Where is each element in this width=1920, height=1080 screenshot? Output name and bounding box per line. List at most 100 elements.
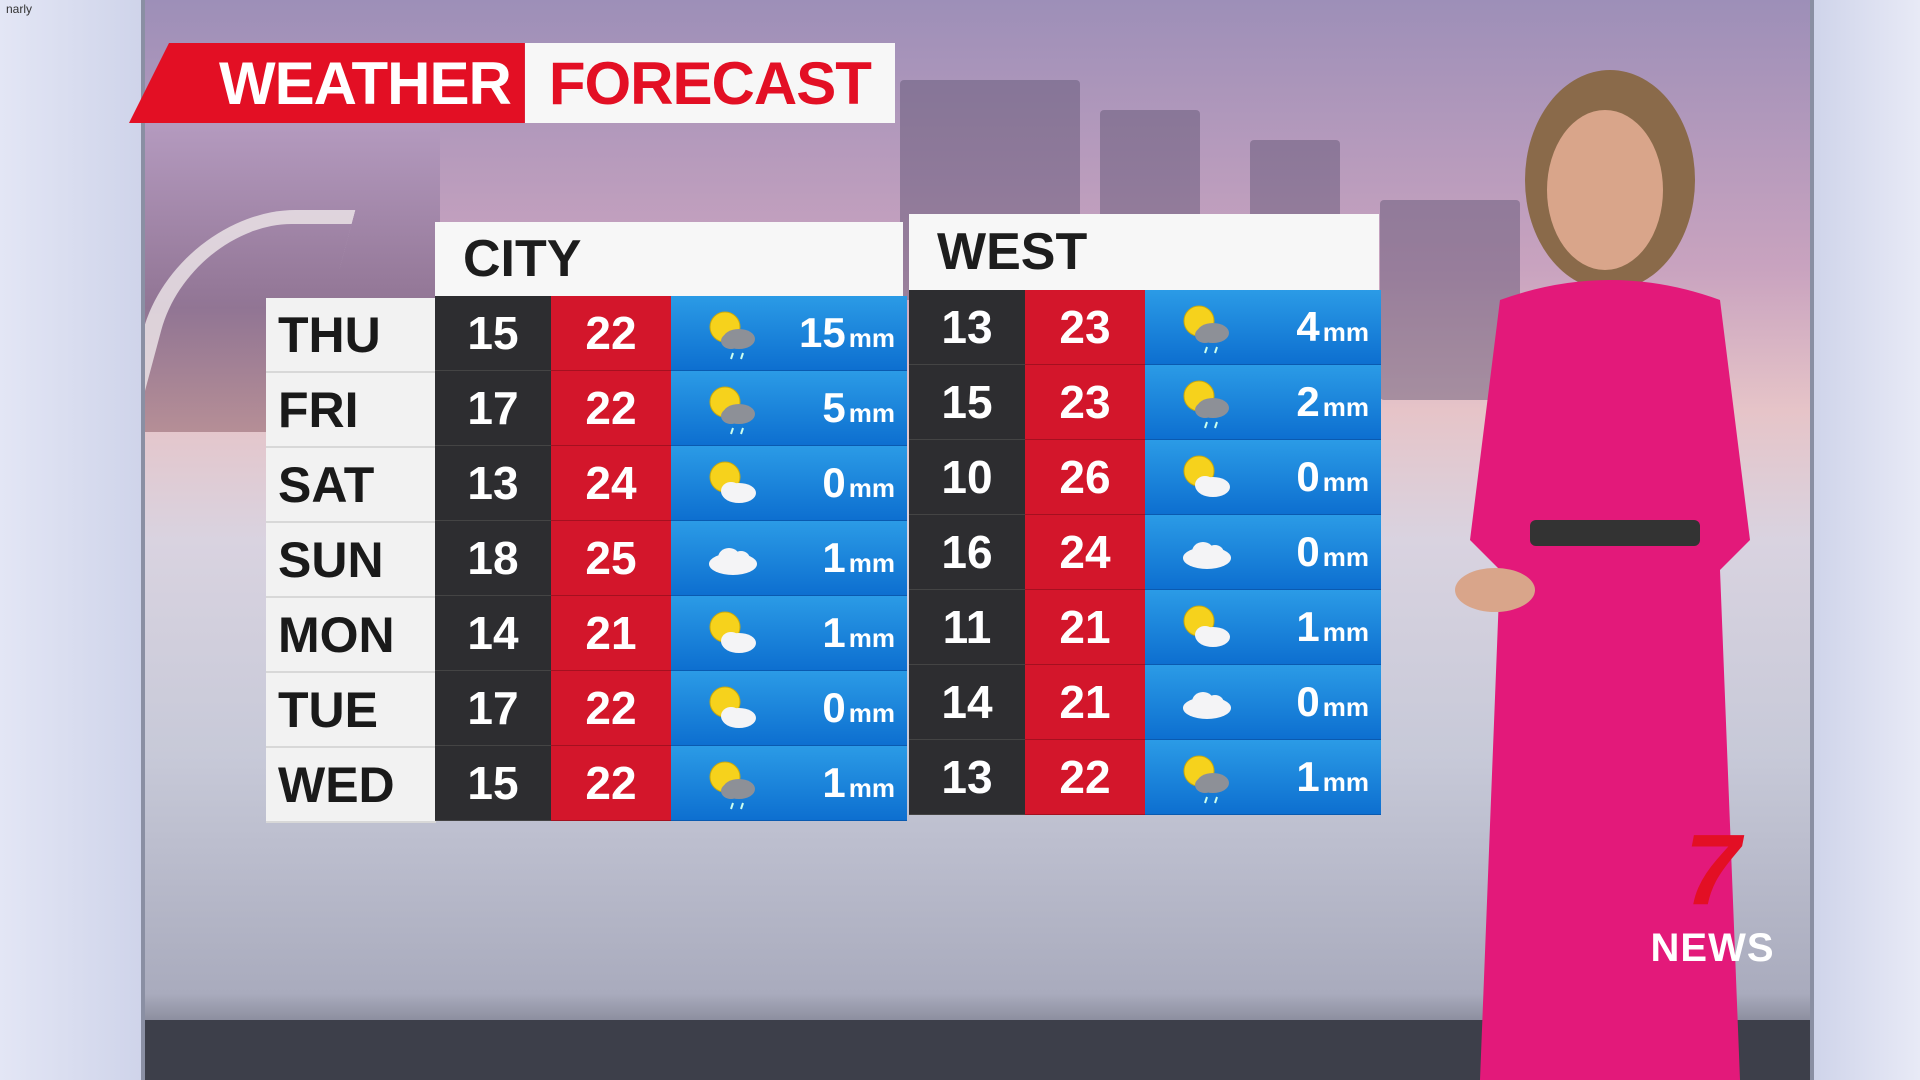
forecast-row: 14 21 1 mm — [435, 596, 907, 671]
forecast-row: 17 22 5 mm — [435, 371, 907, 446]
forecast-row: 16 24 0 mm — [909, 515, 1381, 590]
forecast-row: 11 21 1 mm — [909, 590, 1381, 665]
day-column: THU FRI SAT SUN MON TUE WED — [266, 298, 436, 823]
max-temp: 21 — [551, 596, 671, 671]
forecast-row: 15 23 2 mm — [909, 365, 1381, 440]
7news-logo: 7 NEWS — [1630, 820, 1795, 990]
logo-7: 7 — [1684, 814, 1741, 926]
rain-cell: 5 mm — [671, 371, 907, 446]
min-temp: 11 — [909, 590, 1025, 665]
day-label-wed: WED — [266, 748, 436, 823]
rainfall-value: 1 — [822, 534, 846, 581]
rainfall-value: 1 — [1296, 603, 1320, 650]
min-temp: 15 — [435, 746, 551, 821]
rainfall-unit: mm — [1322, 692, 1369, 722]
rainfall: 0 mm — [822, 459, 895, 507]
rain-cell: 0 mm — [671, 671, 907, 746]
rainfall-value: 1 — [822, 759, 846, 806]
max-temp: 22 — [551, 296, 671, 371]
max-temp: 24 — [551, 446, 671, 521]
forecast-row: 13 23 4 mm — [909, 290, 1381, 365]
max-temp: 21 — [1025, 590, 1145, 665]
title-forecast: FORECAST — [524, 43, 895, 123]
rainfall-unit: mm — [848, 623, 895, 653]
sun-cloud-icon — [709, 461, 756, 503]
rainfall: 1 mm — [822, 609, 895, 657]
max-temp: 26 — [1025, 440, 1145, 515]
rainfall-unit: mm — [1322, 767, 1369, 797]
rain-cell: 4 mm — [1145, 290, 1381, 365]
day-label-thu: THU — [266, 298, 436, 373]
rainfall-unit: mm — [1322, 392, 1369, 422]
rainfall-value: 15 — [799, 309, 846, 356]
rainfall-value: 0 — [1296, 678, 1320, 725]
rain-cell: 1 mm — [671, 746, 907, 821]
max-temp: 22 — [551, 371, 671, 446]
forecast-row: 13 22 1 mm — [909, 740, 1381, 815]
sun-cloud-rain-icon — [709, 761, 755, 810]
forecast-row: 10 26 0 mm — [909, 440, 1381, 515]
rainfall-value: 4 — [1296, 303, 1320, 350]
rainfall-unit: mm — [1322, 542, 1369, 572]
forecast-row: 15 22 1 mm — [435, 746, 907, 821]
cloud-icon — [1183, 542, 1231, 569]
rainfall-unit: mm — [848, 398, 895, 428]
forecast-row: 18 25 1 mm — [435, 521, 907, 596]
rain-cell: 2 mm — [1145, 365, 1381, 440]
rainfall-unit: mm — [848, 773, 895, 803]
sun-cloud-rain-icon — [709, 311, 755, 360]
rain-cell: 0 mm — [1145, 515, 1381, 590]
sun-cloud-rain-icon — [1183, 755, 1229, 804]
forecast-row: 17 22 0 mm — [435, 671, 907, 746]
max-temp: 22 — [1025, 740, 1145, 815]
forecast-row: 15 22 15 mm — [435, 296, 907, 371]
forecast-row: 13 24 0 mm — [435, 446, 907, 521]
max-temp: 24 — [1025, 515, 1145, 590]
min-temp: 14 — [909, 665, 1025, 740]
day-label-sat: SAT — [266, 448, 436, 523]
day-label-tue: TUE — [266, 673, 436, 748]
title-weather: WEATHER — [129, 43, 525, 123]
day-label-fri: FRI — [266, 373, 436, 448]
rain-cell: 1 mm — [671, 596, 907, 671]
rainfall-unit: mm — [848, 698, 895, 728]
sun-cloud-rain-icon — [1183, 305, 1229, 354]
rain-cell: 1 mm — [1145, 590, 1381, 665]
rain-cell: 15 mm — [671, 296, 907, 371]
rainfall: 1 mm — [822, 759, 895, 807]
min-temp: 13 — [909, 740, 1025, 815]
rainfall-unit: mm — [848, 323, 895, 353]
rainfall: 0 mm — [822, 684, 895, 732]
min-temp: 15 — [909, 365, 1025, 440]
rainfall-value: 0 — [822, 459, 846, 506]
min-temp: 10 — [909, 440, 1025, 515]
forecast-row: 14 21 0 mm — [909, 665, 1381, 740]
min-temp: 16 — [909, 515, 1025, 590]
rainfall-unit: mm — [848, 548, 895, 578]
max-temp: 23 — [1025, 365, 1145, 440]
rainfall-unit: mm — [1322, 467, 1369, 497]
rainfall-value: 0 — [822, 684, 846, 731]
sun-cloud-icon — [1183, 455, 1230, 497]
sun-cloud-rain-icon — [709, 386, 755, 435]
rainfall-value: 2 — [1296, 378, 1320, 425]
rainfall: 1 mm — [1296, 753, 1369, 801]
rainfall-unit: mm — [848, 473, 895, 503]
min-temp: 14 — [435, 596, 551, 671]
day-label-mon: MON — [266, 598, 436, 673]
min-temp: 17 — [435, 371, 551, 446]
rainfall-value: 1 — [822, 609, 846, 656]
rainfall-value: 5 — [822, 384, 846, 431]
rainfall: 2 mm — [1296, 378, 1369, 426]
rainfall: 15 mm — [799, 309, 895, 357]
rainfall: 0 mm — [1296, 528, 1369, 576]
min-temp: 18 — [435, 521, 551, 596]
rain-cell: 1 mm — [671, 521, 907, 596]
sun-cloud-icon — [709, 686, 756, 728]
min-temp: 13 — [435, 446, 551, 521]
day-label-sun: SUN — [266, 523, 436, 598]
rainfall: 1 mm — [1296, 603, 1369, 651]
rain-cell: 0 mm — [1145, 440, 1381, 515]
max-temp: 25 — [551, 521, 671, 596]
rainfall-value: 1 — [1296, 753, 1320, 800]
